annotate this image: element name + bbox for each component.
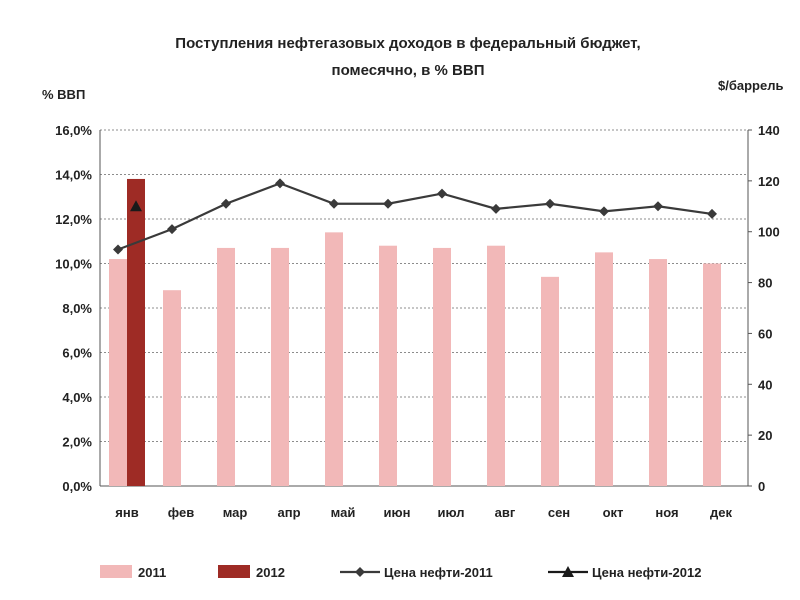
right-tick-label: 120 [758,174,780,189]
category-label: сен [548,505,570,520]
category-label: мар [223,505,248,520]
point-Цена нефти-2011 [599,206,609,217]
left-axis-title: % ВВП [42,87,85,102]
point-Цена нефти-2011 [383,198,393,209]
bar-2011 [433,247,451,486]
right-tick-label: 40 [758,377,772,392]
left-tick-label: 8,0% [62,301,92,316]
point-Цена нефти-2011 [221,198,231,209]
bar-2011 [379,245,397,486]
bar-2011 [487,245,505,486]
point-Цена нефти-2011 [491,203,501,214]
legend-label: Цена нефти-2012 [592,565,701,580]
category-label: янв [115,505,138,520]
left-tick-label: 12,0% [55,212,92,227]
point-Цена нефти-2011 [167,224,177,235]
point-Цена нефти-2011 [707,208,717,219]
left-tick-label: 6,0% [62,346,92,361]
legend-label: Цена нефти-2011 [384,565,493,580]
category-label: апр [277,505,300,520]
point-Цена нефти-2011 [437,188,447,199]
category-label: май [331,505,356,520]
left-tick-label: 16,0% [55,123,92,138]
legend-swatch [100,565,132,578]
bar-2011 [217,247,235,486]
legend-marker [562,566,574,577]
left-tick-label: 14,0% [55,168,92,183]
point-Цена нефти-2011 [545,198,555,209]
bar-2011 [595,252,613,486]
category-label: авг [495,505,516,520]
bar-2011 [649,259,667,486]
right-axis-title: $/баррель [718,78,783,93]
point-Цена нефти-2011 [113,244,123,255]
right-tick-label: 20 [758,428,772,443]
left-tick-label: 10,0% [55,257,92,272]
bar-2011 [325,232,343,486]
point-Цена нефти-2011 [275,178,285,189]
bar-2011 [109,259,127,486]
bar-2011 [163,290,181,486]
category-label: июл [437,505,464,520]
legend-swatch [218,565,250,578]
right-tick-label: 0 [758,479,765,494]
right-tick-label: 60 [758,326,772,341]
category-label: дек [710,505,732,520]
chart-title-line-1: Поступления нефтегазовых доходов в федер… [175,35,640,52]
chart-title-line-2: помесячно, в % ВВП [332,62,485,79]
category-label: июн [384,505,411,520]
point-Цена нефти-2012 [130,200,142,212]
left-tick-label: 4,0% [62,390,92,405]
category-label: окт [603,505,624,520]
left-tick-label: 0,0% [62,479,92,494]
bar-2011 [703,263,721,486]
legend-marker [355,567,365,577]
right-tick-label: 80 [758,276,772,291]
bar-2011 [541,276,559,486]
line-Цена нефти-2011 [117,182,713,251]
left-tick-label: 2,0% [62,435,92,450]
point-Цена нефти-2011 [653,201,663,212]
bar-2012 [127,178,145,486]
point-Цена нефти-2011 [329,198,339,209]
right-tick-label: 140 [758,123,780,138]
legend-label: 2012 [256,565,285,580]
legend-label: 2011 [138,565,166,580]
bar-2011 [271,247,289,486]
category-label: фев [168,505,194,520]
category-label: ноя [655,505,678,520]
right-tick-label: 100 [758,225,780,240]
